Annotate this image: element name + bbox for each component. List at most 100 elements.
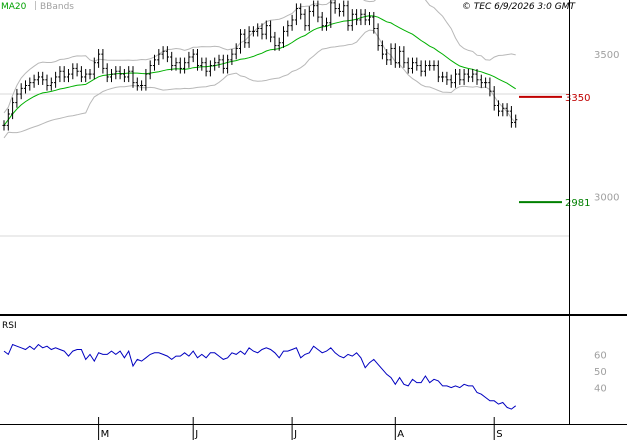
ohlc-bar bbox=[54, 71, 58, 88]
ohlc-bar bbox=[238, 29, 243, 54]
ohlc-bar bbox=[41, 71, 45, 85]
ohlc-bar bbox=[140, 80, 144, 91]
ohlc-bar bbox=[509, 106, 513, 128]
ohlc-bar bbox=[299, 3, 303, 20]
rsi-tick-label: 40 bbox=[594, 384, 607, 395]
ohlc-bar bbox=[36, 71, 40, 85]
ohlc-bar bbox=[398, 46, 402, 68]
ohlc-bar bbox=[15, 88, 19, 108]
legend-bbands: BBands bbox=[40, 2, 74, 12]
ohlc-bar bbox=[488, 77, 492, 97]
ohlc-bar bbox=[406, 57, 410, 74]
ohlc-bar bbox=[165, 46, 169, 63]
ohlc-bar bbox=[62, 66, 66, 83]
ohlc-bar bbox=[79, 66, 83, 83]
copyright-text: © TEC 6/9/2026 3:0 GMT bbox=[462, 2, 577, 12]
rsi-axis-ticks: 40 50 60 bbox=[594, 350, 607, 394]
rsi-tick-label: 60 bbox=[594, 350, 607, 361]
level-label-resistance: 3350 bbox=[565, 93, 590, 104]
rsi-panel: RSI 40 50 60 bbox=[2, 321, 607, 410]
price-levels: 3350 2981 bbox=[519, 93, 590, 209]
ohlc-bar bbox=[118, 66, 122, 80]
ohlc-bar bbox=[32, 74, 36, 88]
ohlc-bar bbox=[66, 68, 71, 83]
ohlc-bar bbox=[161, 46, 165, 60]
ohlc-bar bbox=[23, 80, 28, 94]
ohlc-bar bbox=[6, 108, 10, 131]
ohlc-bar bbox=[423, 60, 427, 77]
ohlc-bar bbox=[273, 31, 277, 51]
ohlc-bar bbox=[260, 23, 264, 40]
bollinger-bands bbox=[3, 0, 517, 139]
ohlc-bar bbox=[355, 9, 359, 26]
ohlc-bar bbox=[359, 9, 363, 26]
ohlc-bar bbox=[376, 23, 380, 51]
ohlc-bar bbox=[385, 49, 389, 65]
ohlc-bar bbox=[286, 20, 290, 37]
ma20-line bbox=[3, 15, 516, 126]
ohlc-bar bbox=[303, 9, 307, 31]
ohlc-bar bbox=[208, 60, 212, 77]
ohlc-bar bbox=[170, 51, 174, 71]
ohlc-bar bbox=[277, 37, 281, 51]
ohlc-bar bbox=[466, 68, 470, 83]
ohlc-bar bbox=[445, 71, 449, 85]
ohlc-bar bbox=[221, 54, 225, 74]
ohlc-bar bbox=[114, 66, 118, 80]
ohlc-bar bbox=[342, 0, 346, 17]
ohlc-bar bbox=[243, 29, 247, 48]
rsi-tick-label: 50 bbox=[594, 367, 607, 378]
ohlc-bar bbox=[350, 9, 354, 31]
ohlc-bars bbox=[2, 0, 518, 131]
ohlc-bar bbox=[234, 43, 238, 60]
ohlc-bar bbox=[84, 68, 88, 83]
ohlc-bar bbox=[256, 23, 260, 37]
ohlc-bar bbox=[101, 49, 105, 74]
bbands-lower-line bbox=[3, 29, 517, 139]
level-label-support: 2981 bbox=[565, 198, 590, 209]
ohlc-bar bbox=[505, 103, 509, 117]
ohlc-bar bbox=[462, 68, 466, 85]
ohlc-bar bbox=[393, 43, 397, 68]
ohlc-bar bbox=[496, 100, 501, 117]
ohlc-bar bbox=[144, 68, 148, 91]
ohlc-bar bbox=[2, 120, 6, 131]
ohlc-bar bbox=[346, 0, 350, 31]
ohlc-bar bbox=[475, 68, 479, 85]
ohlc-bar bbox=[380, 40, 384, 60]
ohlc-bar bbox=[148, 60, 152, 80]
time-tick-label: J bbox=[293, 429, 297, 440]
price-tick-label: 3000 bbox=[594, 193, 619, 204]
ohlc-bar bbox=[281, 26, 286, 48]
ohlc-bar bbox=[501, 103, 505, 117]
ohlc-bar bbox=[337, 3, 341, 17]
ohlc-bar bbox=[97, 49, 101, 68]
ohlc-bar bbox=[58, 66, 62, 83]
ohlc-bar bbox=[131, 66, 135, 88]
ohlc-bar bbox=[329, 0, 333, 28]
ohlc-bar bbox=[436, 60, 440, 83]
ohlc-bar bbox=[178, 57, 182, 74]
ohlc-bar bbox=[251, 26, 255, 37]
ohlc-bar bbox=[316, 0, 320, 23]
ohlc-bar bbox=[213, 57, 217, 71]
ohlc-bar bbox=[333, 0, 337, 14]
ohlc-bar bbox=[109, 68, 114, 83]
ohlc-bar bbox=[75, 63, 79, 77]
ohlc-bar bbox=[247, 26, 251, 48]
ohlc-bar bbox=[195, 49, 200, 71]
ohlc-bar bbox=[402, 46, 406, 68]
ohlc-bar bbox=[324, 17, 329, 31]
ohlc-bar bbox=[492, 86, 496, 111]
ohlc-bar bbox=[410, 57, 415, 74]
rsi-label: RSI bbox=[2, 321, 17, 331]
ohlc-bar bbox=[200, 57, 204, 71]
ohlc-bar bbox=[217, 54, 221, 68]
ohlc-bar bbox=[312, 0, 316, 17]
ohlc-bar bbox=[19, 83, 23, 100]
ohlc-bar bbox=[187, 51, 191, 68]
ohlc-bar bbox=[307, 6, 311, 31]
ohlc-bar bbox=[294, 3, 298, 26]
ohlc-bar bbox=[157, 49, 161, 65]
